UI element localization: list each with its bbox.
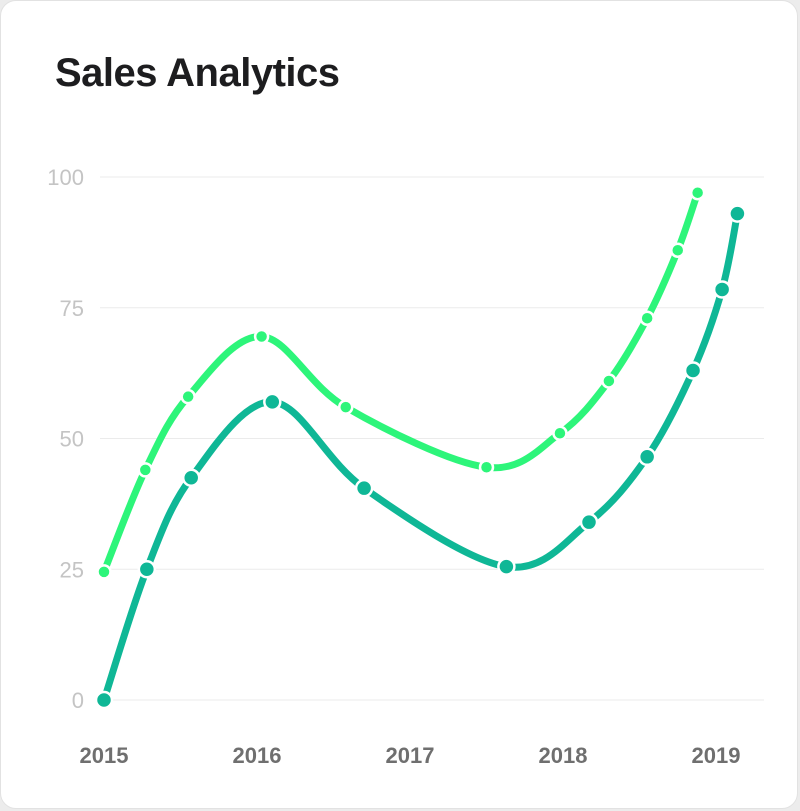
y-axis: 0 25 50 75 100 — [47, 165, 84, 713]
x-axis: 2015 2016 2017 2018 2019 — [80, 743, 741, 768]
data-point — [354, 478, 374, 498]
y-tick-label: 25 — [60, 557, 84, 582]
data-point — [639, 310, 655, 326]
data-point — [253, 328, 270, 345]
data-point — [579, 512, 599, 532]
data-point — [337, 399, 354, 415]
y-tick-label: 0 — [72, 688, 84, 713]
x-tick-label: 2016 — [233, 743, 282, 768]
series-layer — [94, 184, 747, 710]
data-point — [181, 468, 201, 487]
data-point — [670, 242, 686, 258]
data-point — [263, 392, 282, 412]
y-tick-label: 75 — [60, 296, 84, 321]
data-point — [637, 447, 657, 467]
data-point — [497, 557, 516, 576]
x-tick-label: 2015 — [80, 743, 129, 768]
gridlines — [100, 176, 764, 701]
data-point — [180, 388, 196, 405]
data-point — [712, 280, 732, 299]
data-point — [96, 564, 112, 580]
data-point — [478, 459, 495, 476]
data-point — [683, 361, 703, 380]
chart-title: Sales Analytics — [55, 51, 340, 95]
data-point — [689, 184, 706, 201]
data-point — [137, 462, 154, 478]
data-point — [728, 204, 747, 223]
x-tick-label: 2019 — [692, 743, 741, 768]
data-point — [94, 690, 114, 710]
y-tick-label: 50 — [60, 427, 84, 452]
x-tick-label: 2017 — [386, 743, 435, 768]
data-point — [552, 425, 568, 442]
data-point — [137, 560, 157, 579]
y-tick-label: 100 — [47, 165, 84, 190]
x-tick-label: 2018 — [539, 743, 588, 768]
data-point — [601, 373, 617, 389]
